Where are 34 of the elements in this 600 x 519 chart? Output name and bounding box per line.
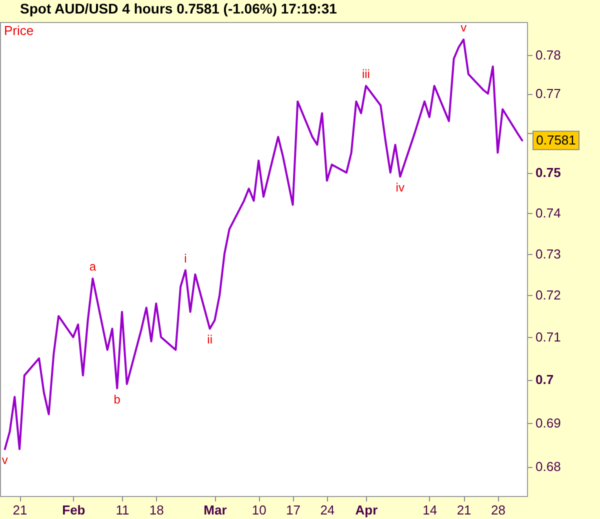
x-tick-label: 21 — [456, 502, 472, 518]
chart-title: Spot AUD/USD 4 hours 0.7581 (-1.06%) 17:19:31 — [20, 0, 338, 17]
y-tick-label: 0.72 — [536, 288, 561, 303]
annotation: ii — [207, 332, 212, 347]
x-tick-label: 18 — [149, 502, 164, 518]
annotation: Price — [4, 23, 34, 38]
line-series — [4, 38, 524, 450]
annotation: b — [114, 392, 121, 406]
y-tick-label: 0.7 — [536, 372, 554, 388]
x-tick-label: Apr — [355, 502, 378, 518]
annotation: i — [184, 251, 187, 266]
y-tick-label: 0.78 — [536, 47, 561, 62]
x-tick-label: 11 — [116, 502, 130, 518]
annotation: v — [2, 453, 8, 468]
y-tick-label: 0.69 — [536, 415, 561, 430]
y-tick-label: 0.75 — [536, 165, 561, 180]
y-tick-label: 0.77 — [536, 86, 561, 102]
text: 0.7581 — [536, 132, 576, 148]
x-tick-label: 28 — [490, 502, 506, 518]
x-tick-label: 21 — [12, 502, 28, 518]
annotation: iv — [396, 180, 404, 195]
annotation: v — [460, 20, 467, 35]
x-tick-label: 10 — [252, 502, 266, 518]
x-tick-label: 14 — [422, 502, 438, 518]
y-tick-label: 0.74 — [536, 205, 561, 220]
x-tick-label: Mar — [204, 502, 227, 518]
y-tick-label: 0.71 — [536, 330, 561, 345]
annotation: iii — [362, 66, 370, 81]
y-tick-label: 0.73 — [536, 246, 561, 262]
annotation: a — [89, 260, 96, 274]
x-tick-label: 17 — [286, 502, 301, 518]
x-tick-label: Feb — [62, 502, 86, 518]
y-tick-label: 0.68 — [536, 459, 561, 474]
x-tick-label: 24 — [320, 502, 335, 518]
